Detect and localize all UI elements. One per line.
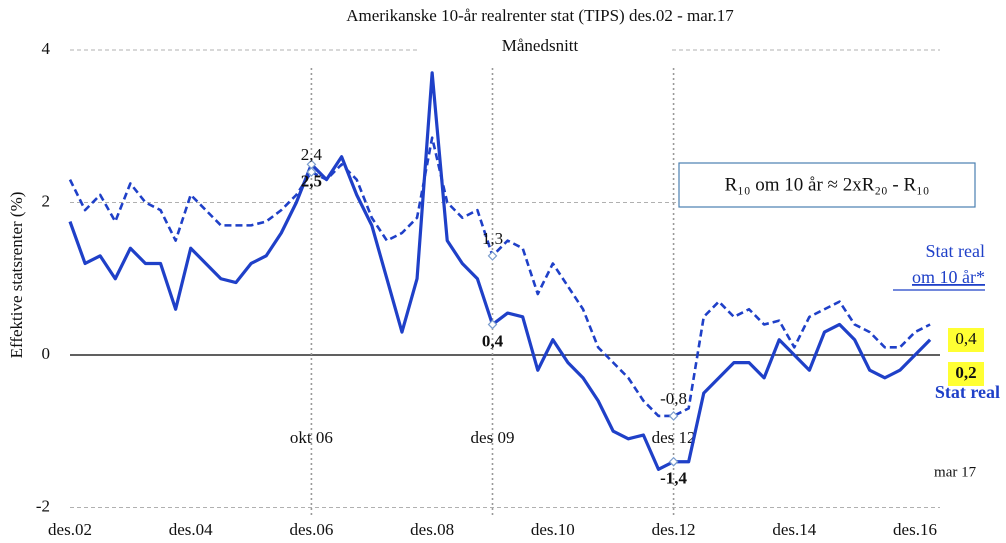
x-tick-label: des.12 xyxy=(652,520,696,539)
series-line xyxy=(68,71,932,471)
reference-label: mar 17 xyxy=(934,464,977,480)
y-tick-label: 2 xyxy=(42,191,51,210)
y-tick-label: -2 xyxy=(36,496,50,515)
value-label: 0,4 xyxy=(955,329,977,348)
subtitle-backdrop xyxy=(420,38,670,60)
formula-box xyxy=(678,162,976,208)
reference-label: des 09 xyxy=(471,428,515,447)
point-marker xyxy=(668,411,679,421)
value-label-highlight xyxy=(948,362,984,386)
x-tick-label: des.02 xyxy=(48,520,92,539)
x-tick-label: des.06 xyxy=(289,520,333,539)
x-tick-label: des.10 xyxy=(531,520,575,539)
x-tick-label: des.08 xyxy=(410,520,454,539)
chart-subtitle: Månedsnitt xyxy=(502,36,579,55)
chart-title: Amerikanske 10-år realrenter stat (TIPS)… xyxy=(346,6,734,25)
x-tick-label: des.14 xyxy=(772,520,816,539)
value-label: 1,3 xyxy=(482,229,503,248)
point-marker xyxy=(487,319,498,330)
value-label: -0,8 xyxy=(660,389,687,408)
value-label: 2,5 xyxy=(301,171,322,190)
value-label: 0,2 xyxy=(955,363,976,382)
legend-label: Stat real xyxy=(935,382,1000,402)
point-marker xyxy=(487,251,498,261)
x-tick-label: des.16 xyxy=(893,520,937,539)
dashed-series-line xyxy=(68,136,931,418)
legend-label: Stat real om 10 år* xyxy=(912,241,985,287)
point-marker xyxy=(668,456,679,467)
value-label: 0,4 xyxy=(482,331,504,350)
formula-text: R₁₀ om 10 år ≈ 2xR₂₀ - R₁₀ xyxy=(725,174,930,195)
reference-label: des 12 xyxy=(652,428,696,447)
value-label: 2,4 xyxy=(301,145,323,164)
x-tick-label: des.04 xyxy=(169,520,213,539)
value-label-highlight xyxy=(948,328,984,352)
point-marker xyxy=(306,167,317,177)
y-tick-label: 0 xyxy=(42,344,51,363)
y-tick-label: 4 xyxy=(42,39,51,58)
value-label: -1,4 xyxy=(660,469,687,488)
y-axis-label: Effektive statsrenter (%) xyxy=(7,192,26,359)
reference-label: okt 06 xyxy=(290,428,333,447)
